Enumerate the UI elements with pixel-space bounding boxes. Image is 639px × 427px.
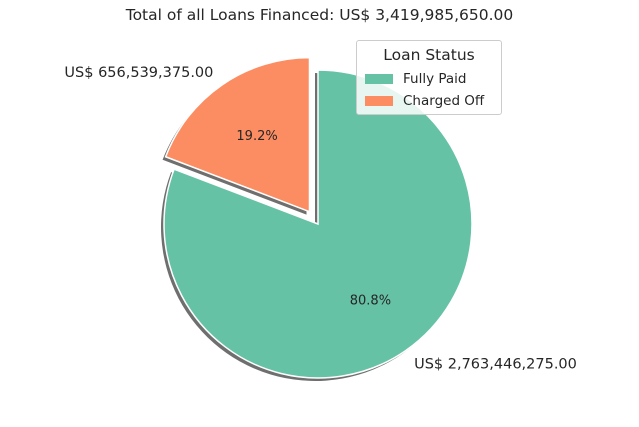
legend-swatch-charged-off (365, 96, 393, 106)
legend-title: Loan Status (383, 46, 475, 64)
percent-label-charged-off: 19.2% (236, 129, 277, 144)
legend: Loan Status Fully Paid Charged Off (356, 40, 502, 115)
legend-label-charged-off: Charged Off (403, 93, 485, 109)
legend-item-fully-paid: Fully Paid (365, 70, 467, 88)
legend-swatch-fully-paid (365, 74, 393, 84)
value-label-fully-paid: US$ 2,763,446,275.00 (414, 357, 577, 373)
legend-label-fully-paid: Fully Paid (403, 71, 467, 87)
value-label-charged-off: US$ 656,539,375.00 (64, 65, 213, 81)
pie-slice-charged-off (164, 56, 311, 213)
percent-label-fully-paid: 80.8% (350, 294, 391, 309)
legend-item-charged-off: Charged Off (365, 92, 484, 110)
chart-title: Total of all Loans Financed: US$ 3,419,9… (125, 6, 514, 24)
